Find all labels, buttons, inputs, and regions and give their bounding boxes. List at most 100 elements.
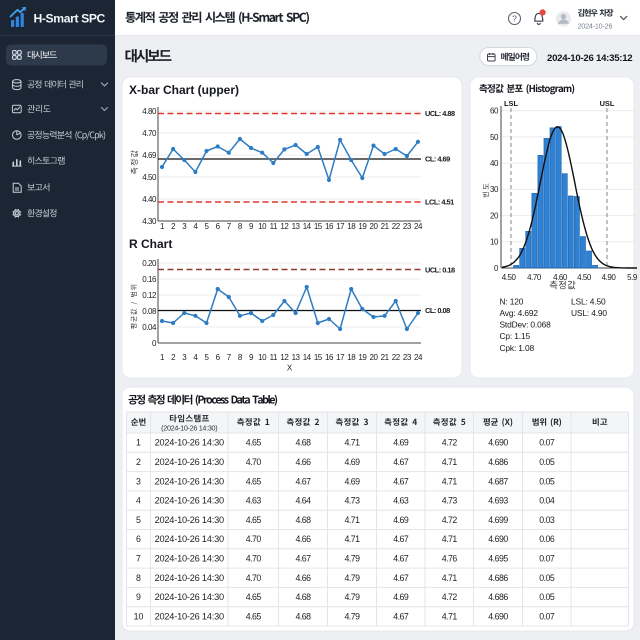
svg-text:21: 21 bbox=[381, 222, 390, 231]
svg-text:24: 24 bbox=[414, 353, 423, 362]
svg-text:2024-10-26 14:30: 2024-10-26 14:30 bbox=[155, 573, 224, 583]
svg-text:H-Smart SPC: H-Smart SPC bbox=[34, 12, 106, 26]
svg-text:2024-10-26 14:30: 2024-10-26 14:30 bbox=[155, 457, 224, 467]
svg-text:0.04: 0.04 bbox=[539, 496, 555, 506]
svg-text:4.67: 4.67 bbox=[393, 457, 409, 467]
svg-text:4.79: 4.79 bbox=[344, 553, 360, 563]
svg-text:0.08: 0.08 bbox=[142, 307, 157, 316]
svg-text:4.71: 4.71 bbox=[442, 534, 458, 544]
svg-text:2: 2 bbox=[136, 457, 141, 467]
svg-text:4.72: 4.72 bbox=[442, 515, 458, 525]
svg-text:4.69: 4.69 bbox=[393, 592, 409, 602]
svg-text:4.69: 4.69 bbox=[393, 438, 409, 448]
svg-text:50: 50 bbox=[490, 133, 499, 142]
svg-text:4.70: 4.70 bbox=[246, 573, 262, 583]
svg-text:4.65: 4.65 bbox=[246, 611, 262, 621]
svg-text:19: 19 bbox=[358, 353, 367, 362]
svg-text:20: 20 bbox=[369, 222, 378, 231]
svg-text:2024-10-26: 2024-10-26 bbox=[578, 21, 613, 30]
svg-text:LSL: 4.50: LSL: 4.50 bbox=[571, 296, 606, 306]
svg-text:Avg: 4.692: Avg: 4.692 bbox=[500, 308, 539, 318]
svg-text:4.690: 4.690 bbox=[488, 438, 508, 448]
svg-text:4.67: 4.67 bbox=[393, 476, 409, 486]
svg-text:0.12: 0.12 bbox=[142, 291, 157, 300]
svg-text:10: 10 bbox=[258, 353, 267, 362]
svg-text:16: 16 bbox=[325, 353, 334, 362]
svg-text:1: 1 bbox=[136, 438, 141, 448]
svg-text:4.67: 4.67 bbox=[393, 534, 409, 544]
svg-text:0.05: 0.05 bbox=[539, 592, 555, 602]
svg-text:4.79: 4.79 bbox=[344, 611, 360, 621]
svg-text:3: 3 bbox=[136, 476, 141, 486]
svg-text:17: 17 bbox=[336, 353, 345, 362]
svg-text:23: 23 bbox=[403, 353, 412, 362]
svg-text:4.72: 4.72 bbox=[442, 592, 458, 602]
svg-text:4: 4 bbox=[193, 222, 198, 231]
svg-text:4.67: 4.67 bbox=[295, 476, 311, 486]
svg-text:4.67: 4.67 bbox=[295, 553, 311, 563]
svg-text:LCL: 4.51: LCL: 4.51 bbox=[425, 198, 454, 207]
svg-text:4.71: 4.71 bbox=[442, 457, 458, 467]
svg-text:4.695: 4.695 bbox=[488, 553, 508, 563]
svg-text:4.69: 4.69 bbox=[344, 457, 360, 467]
svg-text:4.687: 4.687 bbox=[488, 476, 508, 486]
svg-text:18: 18 bbox=[347, 353, 356, 362]
svg-text:5.9: 5.9 bbox=[627, 273, 638, 282]
svg-text:?: ? bbox=[512, 14, 517, 24]
svg-text:4.67: 4.67 bbox=[393, 553, 409, 563]
svg-text:15: 15 bbox=[314, 222, 323, 231]
svg-text:4.71: 4.71 bbox=[442, 476, 458, 486]
svg-text:40: 40 bbox=[490, 159, 499, 168]
svg-text:8: 8 bbox=[238, 353, 243, 362]
svg-text:4.71: 4.71 bbox=[344, 515, 360, 525]
svg-text:2024-10-26 14:30: 2024-10-26 14:30 bbox=[155, 534, 224, 544]
svg-text:11: 11 bbox=[270, 353, 278, 362]
svg-text:4.65: 4.65 bbox=[246, 438, 262, 448]
svg-text:6: 6 bbox=[216, 353, 221, 362]
svg-text:4.50: 4.50 bbox=[577, 273, 592, 282]
svg-text:5: 5 bbox=[205, 222, 210, 231]
svg-text:10: 10 bbox=[134, 611, 144, 621]
svg-text:USL: 4.90: USL: 4.90 bbox=[571, 308, 607, 318]
svg-text:4.65: 4.65 bbox=[246, 515, 262, 525]
svg-text:23: 23 bbox=[403, 222, 412, 231]
svg-text:4.63: 4.63 bbox=[246, 496, 262, 506]
svg-text:0.05: 0.05 bbox=[539, 476, 555, 486]
svg-text:4.70: 4.70 bbox=[527, 273, 542, 282]
svg-text:7: 7 bbox=[227, 222, 232, 231]
svg-text:8: 8 bbox=[136, 573, 141, 583]
svg-text:4.70: 4.70 bbox=[246, 553, 262, 563]
svg-text:1: 1 bbox=[160, 222, 165, 231]
svg-text:4.66: 4.66 bbox=[295, 534, 311, 544]
svg-text:2024-10-26 14:30: 2024-10-26 14:30 bbox=[155, 476, 224, 486]
svg-text:4.71: 4.71 bbox=[344, 438, 360, 448]
svg-text:9: 9 bbox=[136, 592, 141, 602]
svg-text:4.63: 4.63 bbox=[393, 496, 409, 506]
svg-text:4.76: 4.76 bbox=[442, 553, 458, 563]
svg-text:X: X bbox=[287, 364, 293, 373]
svg-text:0.07: 0.07 bbox=[539, 553, 555, 563]
svg-text:N: 120: N: 120 bbox=[500, 296, 524, 306]
svg-text:9: 9 bbox=[249, 222, 254, 231]
svg-text:4.686: 4.686 bbox=[488, 573, 508, 583]
svg-text:4.69: 4.69 bbox=[344, 476, 360, 486]
svg-text:StdDev: 0.068: StdDev: 0.068 bbox=[500, 320, 552, 330]
svg-text:2024-10-26 14:30: 2024-10-26 14:30 bbox=[155, 496, 224, 506]
svg-text:0.16: 0.16 bbox=[142, 275, 157, 284]
svg-text:16: 16 bbox=[325, 222, 334, 231]
svg-text:2024-10-26 14:35:12: 2024-10-26 14:35:12 bbox=[547, 53, 632, 64]
svg-text:0.06: 0.06 bbox=[539, 534, 555, 544]
svg-text:4.30: 4.30 bbox=[142, 217, 157, 226]
svg-text:R Chart: R Chart bbox=[129, 237, 172, 251]
svg-text:0.05: 0.05 bbox=[539, 573, 555, 583]
svg-text:4.66: 4.66 bbox=[295, 457, 311, 467]
svg-text:7: 7 bbox=[136, 553, 141, 563]
svg-text:4.40: 4.40 bbox=[142, 195, 157, 204]
svg-text:4.65: 4.65 bbox=[246, 476, 262, 486]
svg-text:4.693: 4.693 bbox=[488, 496, 508, 506]
svg-text:6: 6 bbox=[216, 222, 221, 231]
svg-text:4.70: 4.70 bbox=[246, 534, 262, 544]
svg-text:60: 60 bbox=[490, 107, 499, 116]
svg-text:Cpk: 1.08: Cpk: 1.08 bbox=[500, 343, 535, 353]
svg-text:4.68: 4.68 bbox=[295, 611, 311, 621]
